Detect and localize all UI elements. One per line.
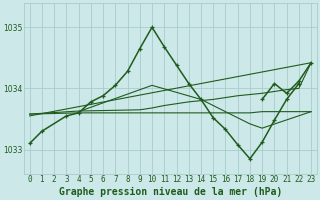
X-axis label: Graphe pression niveau de la mer (hPa): Graphe pression niveau de la mer (hPa) bbox=[59, 187, 282, 197]
